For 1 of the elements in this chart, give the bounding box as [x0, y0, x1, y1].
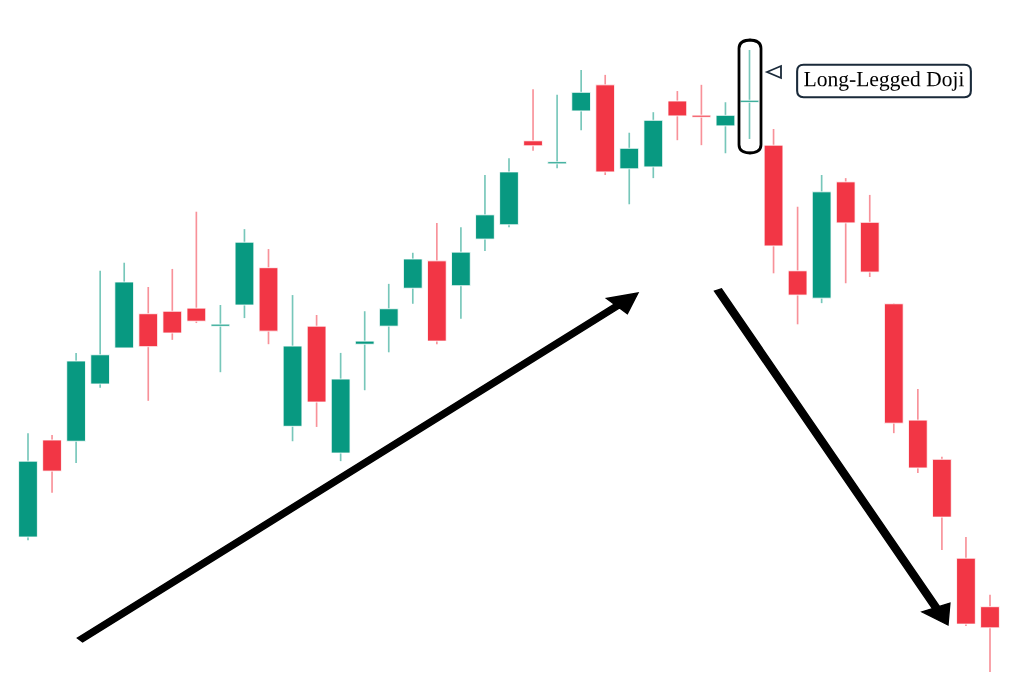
annotation: Long-Legged Doji [804, 71, 964, 91]
